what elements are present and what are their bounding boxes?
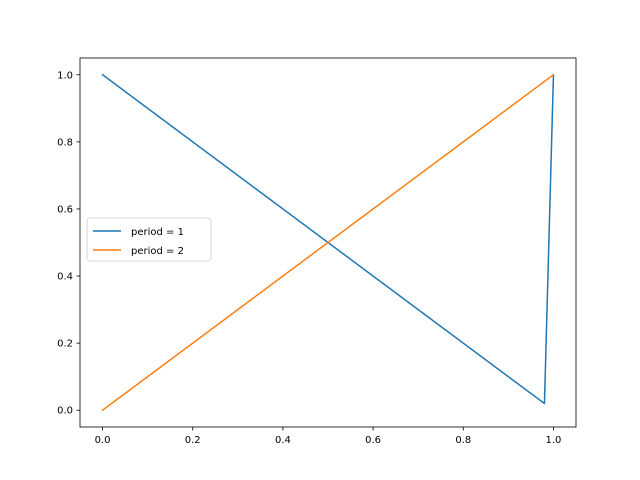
axes: 0.0 0.2 0.4 0.6 0.8 1.0 0.0 0.2 0.4 0.6 0.8 1.0 (57, 57, 577, 446)
axes-frame (79, 57, 577, 428)
x-tick-label: 0.2 (185, 435, 201, 446)
y-tick-label: 0.6 (57, 204, 73, 215)
x-tick-label: 0.0 (95, 435, 111, 446)
x-tick-label: 1.0 (546, 435, 562, 446)
series-line-2 (101, 73, 555, 412)
y-tick-label: 1.0 (57, 70, 73, 81)
y-tick-label: 0.4 (57, 272, 73, 283)
series-line-1 (101, 73, 555, 405)
y-tick-label: 0.0 (57, 406, 73, 417)
y-tick-label: 0.8 (57, 137, 73, 148)
x-tick-label: 0.6 (365, 435, 381, 446)
legend: period = 1 period = 2 (86, 217, 212, 262)
x-tick-label: 0.8 (455, 435, 471, 446)
x-tick-label: 0.4 (275, 435, 291, 446)
plot-area (101, 73, 555, 412)
legend-label-1: period = 1 (131, 227, 184, 238)
y-tick-label: 0.2 (57, 339, 73, 350)
legend-label-2: period = 2 (131, 246, 184, 257)
